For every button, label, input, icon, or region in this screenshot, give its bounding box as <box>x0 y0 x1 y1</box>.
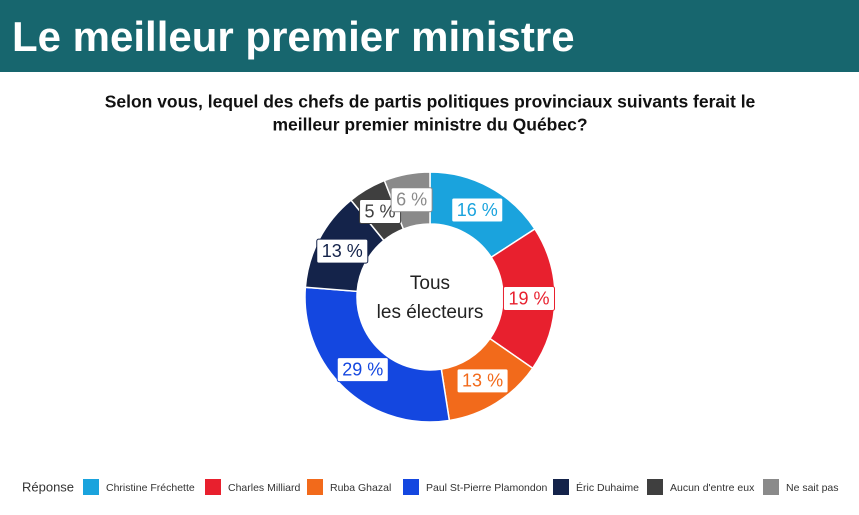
value-label: 13 % <box>462 371 503 391</box>
legend-label: Paul St-Pierre Plamondon <box>426 482 548 494</box>
legend-label: Ruba Ghazal <box>330 482 391 494</box>
title-banner <box>0 0 859 72</box>
subtitle: Selon vous, lequel des chefs de partis p… <box>105 92 756 112</box>
value-label-box <box>456 368 509 394</box>
legend-swatch <box>647 479 663 495</box>
donut-slice <box>304 286 451 423</box>
value-label: 16 % <box>457 200 498 220</box>
legend-swatch <box>553 479 569 495</box>
value-label-box <box>390 187 433 213</box>
chart-title: Le meilleur premier ministre <box>12 13 575 60</box>
value-label: 13 % <box>322 241 363 261</box>
value-label-box <box>502 286 556 312</box>
value-label-box <box>316 238 369 264</box>
value-label: 19 % <box>508 288 549 308</box>
legend-label: Christine Fréchette <box>106 482 195 494</box>
legend-swatch <box>763 479 779 495</box>
value-label-box <box>451 197 504 223</box>
center-label: les électeurs <box>377 302 484 323</box>
legend-label: Éric Duhaime <box>576 481 639 494</box>
legend-swatch <box>403 479 419 495</box>
value-label: 6 % <box>396 189 427 209</box>
value-label: 29 % <box>342 359 383 379</box>
legend-swatch <box>83 479 99 495</box>
subtitle: meilleur premier ministre du Québec? <box>272 115 587 135</box>
value-label-box <box>336 357 389 383</box>
legend-swatch <box>205 479 221 495</box>
value-label: 5 % <box>365 201 396 221</box>
legend-label: Charles Milliard <box>228 482 301 494</box>
legend-label: Aucun d'entre eux <box>670 482 755 494</box>
center-label: Tous <box>410 273 450 294</box>
legend-swatch <box>307 479 323 495</box>
legend-label: Ne sait pas <box>786 482 839 494</box>
legend-title: Réponse <box>22 479 74 494</box>
